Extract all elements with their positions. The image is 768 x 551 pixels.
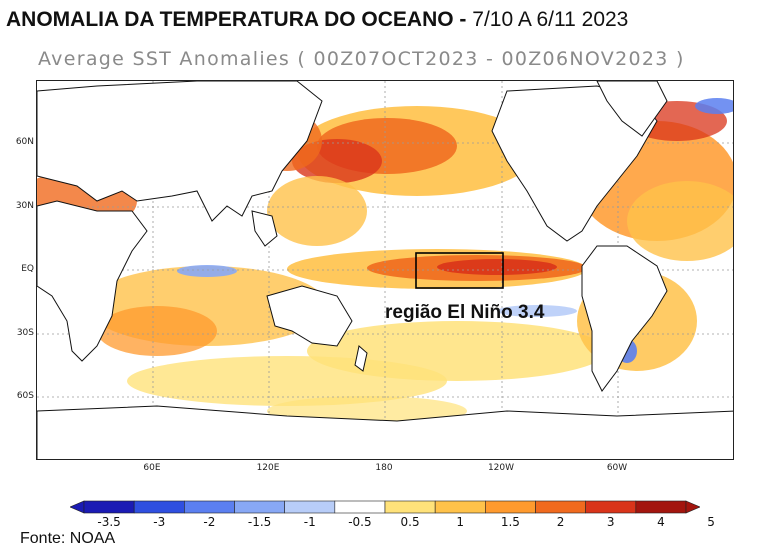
map-canvas (37, 81, 733, 459)
colorbar-cell (334, 500, 386, 514)
colorbar-cell (133, 500, 185, 514)
colorbar-cell (83, 500, 135, 514)
colorbar-cell (635, 500, 687, 514)
lon-label-60w: 60W (606, 463, 628, 473)
colorbar-tick-label: 1 (456, 515, 465, 529)
colorbar-cell (535, 500, 586, 514)
colorbar-cell (184, 500, 235, 514)
colorbar-tick-label: -1 (303, 515, 316, 529)
colorbar-tick-label: -1.5 (247, 515, 272, 529)
colorbar-tick-label: -3 (153, 515, 166, 529)
title-dates: 7/10 A 6/11 2023 (472, 8, 629, 31)
lat-label-60s: 60S (16, 391, 34, 401)
colorbar-cell (384, 500, 436, 514)
lon-label-120w: 120W (487, 463, 515, 473)
colorbar-tick-label: 2 (556, 515, 565, 529)
lat-label-30n: 30N (15, 201, 34, 211)
colorbar-tick-label: 3 (606, 515, 615, 529)
colorbar-cell (434, 500, 486, 514)
lat-label-eq: EQ (21, 264, 34, 274)
source-credit: Fonte: NOAA (20, 530, 116, 547)
lon-label-180: 180 (375, 463, 393, 473)
colorbar-tick-label: -3.5 (97, 515, 121, 529)
colorbar-tick-label: -2 (203, 515, 216, 529)
colorbar-tick-label: 1.5 (500, 515, 520, 529)
coastlines (37, 81, 733, 459)
page-title: ANOMALIA DA TEMPERATURA DO OCEANO - 7/10… (6, 8, 628, 32)
colorbar-cell (284, 500, 336, 514)
lon-label-120e: 120E (256, 463, 280, 473)
colorbar-cell (234, 500, 285, 514)
colorbar-arrow-low (70, 500, 85, 514)
lon-label-60e: 60E (143, 463, 161, 473)
nino34-region-label: região El Niño 3.4 (385, 302, 545, 323)
colorbar-arrow-high (685, 500, 700, 514)
colorbar-cell (485, 500, 536, 514)
nino34-region-box (415, 252, 504, 289)
colorbar-tick-label: -0.5 (348, 515, 372, 529)
colorbar-cell (585, 500, 637, 514)
colorbar (70, 500, 700, 514)
colorbar-tick-label: 0.5 (400, 515, 420, 529)
title-main: ANOMALIA DA TEMPERATURA DO OCEANO - (6, 8, 467, 31)
map-subtitle: Average SST Anomalies ( 00Z07OCT2023 - 0… (38, 48, 685, 70)
lat-label-60n: 60N (15, 137, 34, 147)
lat-label-30s: 30S (16, 328, 34, 338)
colorbar-tick-label: 4 (657, 515, 665, 529)
colorbar-tick-label: 5 (707, 515, 715, 529)
sst-anomaly-map (36, 80, 734, 460)
